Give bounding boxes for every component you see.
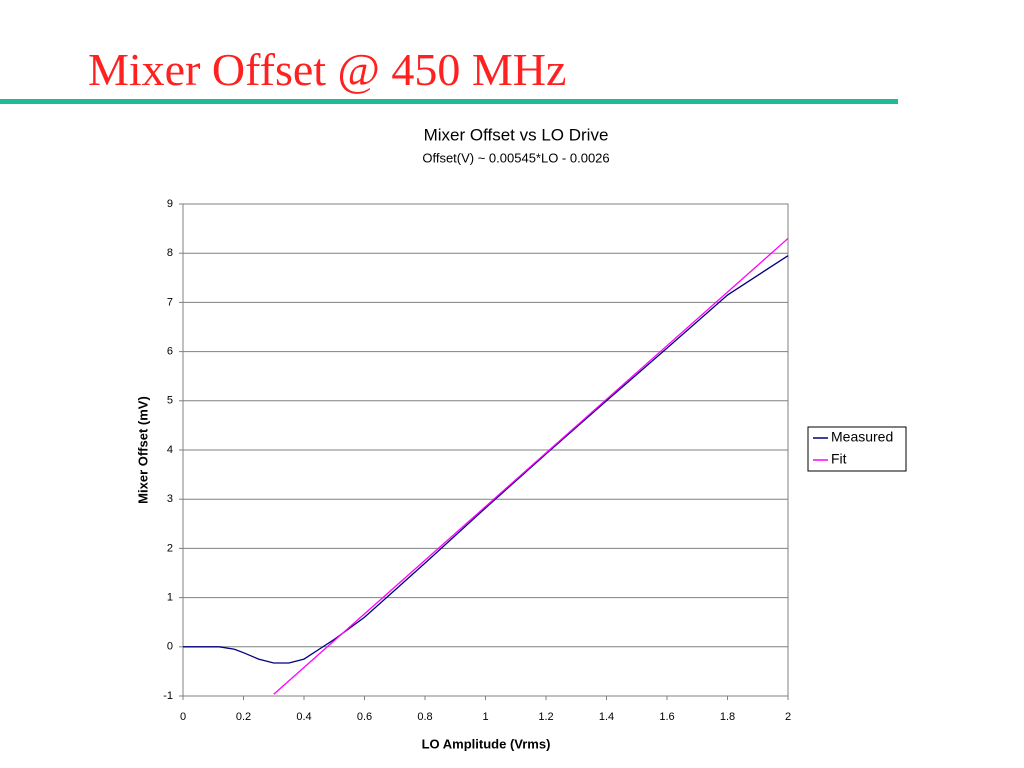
x-tick-label: 0.2: [236, 711, 251, 723]
x-tick-label: 0.8: [417, 711, 432, 723]
x-tick-label: 1.2: [538, 711, 553, 723]
x-tick-label: 1: [482, 711, 488, 723]
y-tick-label: 0: [167, 641, 173, 653]
divider: [0, 99, 898, 104]
y-tick-label: -1: [163, 690, 173, 702]
x-tick-label: 1.8: [720, 711, 735, 723]
y-tick-label: 1: [167, 592, 173, 604]
series-line: [273, 237, 789, 695]
legend-box: [807, 426, 907, 472]
x-tick-label: 0.4: [296, 711, 311, 723]
y-tick-label: 8: [167, 247, 173, 259]
y-tick-label: 7: [167, 296, 173, 308]
slide-title: Mixer Offset @ 450 MHz: [88, 44, 566, 95]
x-tick-label: 2: [785, 711, 791, 723]
legend-label: Fit: [831, 451, 847, 467]
series-line: [183, 255, 789, 664]
x-tick-label: 1.6: [659, 711, 674, 723]
y-tick-label: 6: [167, 346, 173, 358]
legend-label: Measured: [831, 429, 893, 445]
y-tick-label: 9: [167, 198, 173, 210]
x-axis-label: LO Amplitude (Vrms): [422, 736, 551, 751]
y-axis-label: Mixer Offset (mV): [135, 396, 150, 504]
y-tick-label: 3: [167, 493, 173, 505]
chart-subtitle: Offset(V) ~ 0.00545*LO - 0.0026: [422, 150, 609, 165]
x-tick-label: 1.4: [599, 711, 614, 723]
y-tick-label: 2: [167, 542, 173, 554]
y-tick-label: 5: [167, 395, 173, 407]
x-tick-label: 0: [180, 711, 186, 723]
chart-title: Mixer Offset vs LO Drive: [424, 125, 609, 144]
y-tick-label: 4: [167, 444, 173, 456]
x-tick-label: 0.6: [357, 711, 372, 723]
